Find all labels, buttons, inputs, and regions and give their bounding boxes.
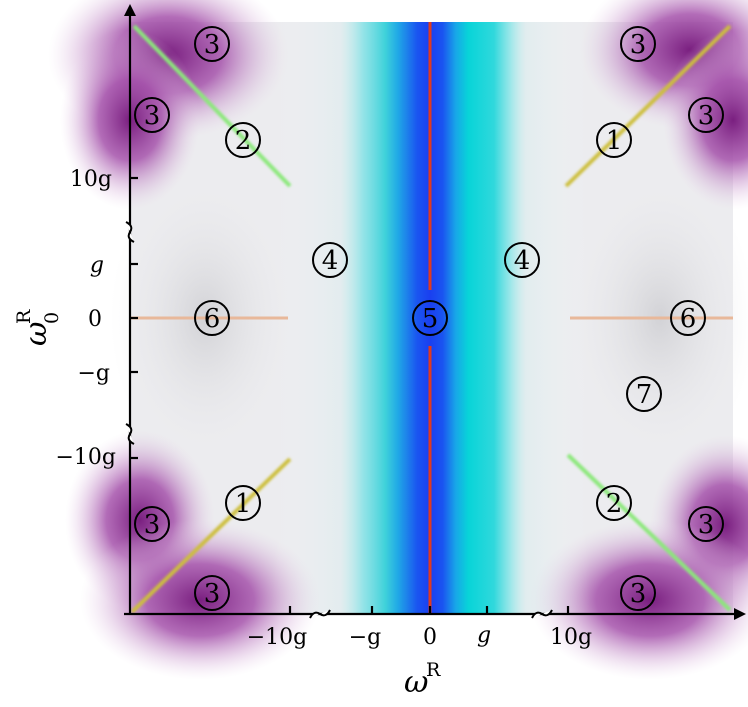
yellow-line-upper-right	[564, 24, 732, 188]
region-circle	[670, 300, 706, 336]
x-axis-arrowhead	[734, 608, 746, 620]
region-number: 3	[144, 101, 161, 131]
y-tick-label-0: 0	[88, 307, 102, 332]
x-tick-labels: −10g −g 0 g 10g	[247, 623, 592, 650]
region-label-r3-br-right: 3	[688, 506, 724, 542]
region-label-r7: 7	[626, 376, 662, 412]
region-label-r6-right: 6	[670, 300, 706, 336]
region-circle	[134, 97, 170, 133]
region-label-r1-lower-left: 1	[225, 485, 261, 521]
region-number: 7	[636, 380, 653, 410]
region-number: 3	[204, 30, 221, 60]
region-circle	[626, 376, 662, 412]
y-tick-label-neg-g: −g	[77, 361, 110, 386]
region-number: 2	[235, 126, 252, 156]
region-number: 5	[422, 304, 439, 334]
region-number: 3	[630, 579, 647, 609]
region-label-r4-right: 4	[504, 242, 540, 278]
y-tick-labels: 10g g 0 −g −10g	[55, 167, 116, 470]
x-axis-title-superscript: R	[426, 659, 441, 681]
y-tick-label-10g: 10g	[70, 167, 112, 192]
x-tick-label-neg-10g: −10g	[247, 625, 308, 650]
x-tick-label-10g: 10g	[550, 625, 592, 650]
yellow-line-lower-left	[130, 457, 292, 614]
x-tick-label-g: g	[477, 623, 491, 648]
region-circle	[225, 485, 261, 521]
region-label-r3-bl-left: 3	[134, 506, 170, 542]
region-label-r2-lower-right: 2	[596, 485, 632, 521]
x-axis-title: ω R	[404, 659, 441, 700]
y-break-upper	[125, 221, 135, 243]
y-axis-title-superscript: R	[13, 309, 35, 324]
region-circle	[688, 97, 724, 133]
x-tick-label-0: 0	[423, 625, 437, 650]
y-axis-title-symbol: ω	[19, 322, 54, 346]
y-tick-label-g: g	[90, 253, 104, 278]
region-label-r1-upper-right: 1	[596, 122, 632, 158]
region-number: 3	[204, 579, 221, 609]
axes	[124, 4, 746, 620]
region-number: 3	[630, 30, 647, 60]
region-label-r4-left: 4	[312, 242, 348, 278]
region-circle	[194, 575, 230, 611]
green-line-upper-left	[132, 24, 292, 188]
region-number: 3	[698, 101, 715, 131]
region-labels: 3 3 2 3 3 1 4 4 6 5 6 7 1 2 3 3 3 3	[134, 26, 724, 611]
region-circle	[596, 485, 632, 521]
region-circle	[620, 26, 656, 62]
y-tick-label-neg-10g: −10g	[55, 445, 116, 470]
region-circle	[134, 506, 170, 542]
region-circle	[225, 122, 261, 158]
axis-breaks	[125, 221, 553, 619]
region-label-r3-tr-top: 3	[620, 26, 656, 62]
region-circle	[412, 300, 448, 336]
x-break-right	[531, 609, 553, 619]
region-label-r3-tl-top: 3	[194, 26, 230, 62]
region-number: 1	[606, 126, 623, 156]
region-label-r3-br-bottom: 3	[620, 575, 656, 611]
region-circle	[194, 26, 230, 62]
region-number: 2	[606, 489, 623, 519]
y-axis-title: ω 0 R	[13, 309, 63, 346]
x-axis-title-symbol: ω	[404, 665, 428, 700]
region-circle	[596, 122, 632, 158]
region-label-r5-center: 5	[412, 300, 448, 336]
y-axis-arrowhead	[124, 4, 136, 16]
region-number: 4	[322, 246, 339, 276]
y-axis-title-subscript: 0	[41, 312, 63, 324]
region-label-r6-left: 6	[194, 300, 230, 336]
x-break-left	[309, 609, 331, 619]
region-label-r3-tr-right: 3	[688, 97, 724, 133]
region-label-r3-bl-bottom: 3	[194, 575, 230, 611]
green-line-lower-right	[566, 453, 732, 612]
x-tick-label-neg-g: −g	[349, 625, 382, 650]
region-circle	[312, 242, 348, 278]
region-circle	[194, 300, 230, 336]
y-break-lower	[125, 423, 135, 445]
region-circle	[620, 575, 656, 611]
region-circle	[504, 242, 540, 278]
region-number: 6	[680, 304, 697, 334]
region-number: 1	[235, 489, 252, 519]
region-circle	[688, 506, 724, 542]
region-label-r2-upper-left: 2	[225, 122, 261, 158]
region-number: 3	[144, 510, 161, 540]
region-label-r3-tl-left: 3	[134, 97, 170, 133]
region-number: 3	[698, 510, 715, 540]
region-number: 6	[204, 304, 221, 334]
region-number: 4	[514, 246, 531, 276]
